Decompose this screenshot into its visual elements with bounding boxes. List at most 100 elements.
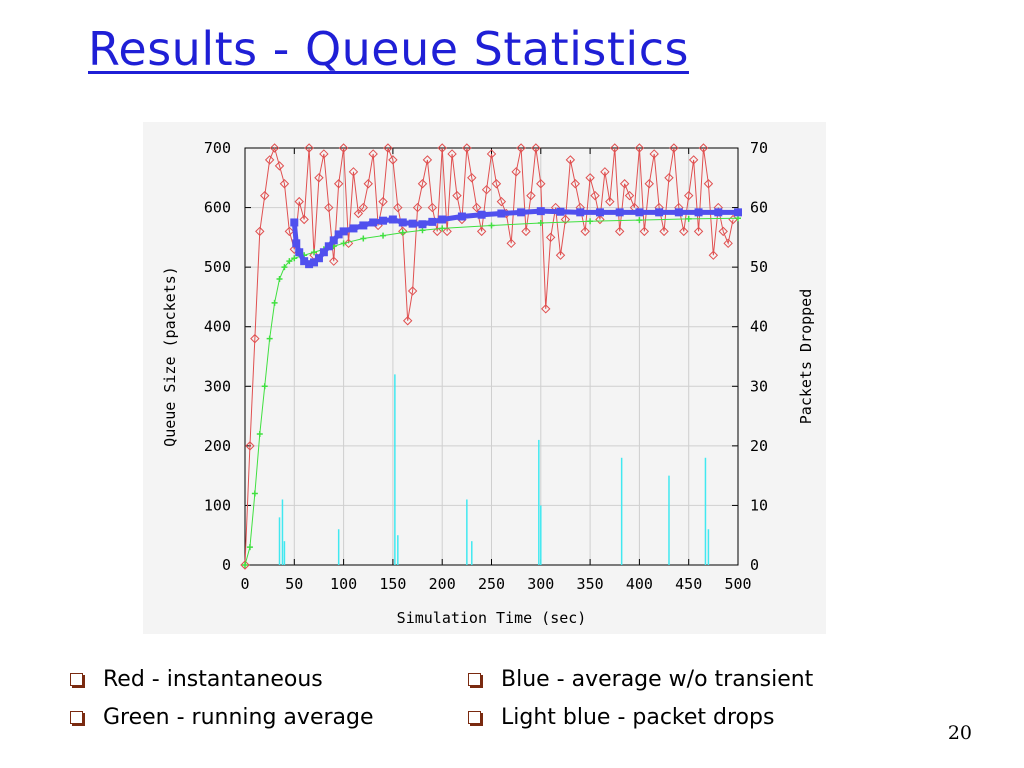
- average-no-transient-point: [477, 210, 486, 219]
- instantaneous-point: [723, 238, 733, 249]
- instantaneous-point: [452, 190, 462, 201]
- bullet-text: Red - instantaneous: [103, 666, 323, 692]
- instantaneous-point: [284, 226, 295, 237]
- instantaneous-point: [570, 179, 581, 189]
- instantaneous-point: [338, 143, 349, 153]
- x-tick-label: 400: [626, 575, 653, 593]
- x-tick-label: 450: [675, 575, 702, 593]
- x-tick-label: 200: [429, 575, 456, 593]
- instantaneous-point: [516, 143, 526, 153]
- instantaneous-point: [545, 232, 556, 243]
- average-no-transient-point: [615, 208, 624, 217]
- instantaneous-point: [407, 286, 418, 296]
- running-average-point: [685, 215, 692, 222]
- instantaneous-point: [664, 173, 674, 183]
- bullet-text: Blue - average w/o transient: [501, 666, 814, 692]
- average-no-transient-point: [517, 208, 526, 217]
- bullet-text: Light blue - packet drops: [501, 704, 775, 730]
- instantaneous-point: [255, 226, 265, 237]
- running-average-point: [587, 218, 594, 225]
- instantaneous-point: [491, 179, 502, 189]
- y2-tick-label: 20: [750, 437, 768, 455]
- running-average-point: [439, 225, 446, 232]
- instantaneous-point: [531, 143, 541, 153]
- instantaneous-point: [595, 214, 605, 225]
- instantaneous-point: [294, 196, 304, 207]
- instantaneous-point: [659, 226, 669, 237]
- instantaneous-point: [245, 441, 255, 451]
- running-average-point: [340, 240, 347, 247]
- bullet-item: Light blue - packet drops: [468, 698, 813, 736]
- instantaneous-point: [250, 333, 260, 344]
- average-no-transient-point: [310, 258, 319, 267]
- instantaneous-point: [698, 143, 709, 153]
- y-tick-label: 400: [204, 318, 231, 336]
- instantaneous-point: [442, 226, 452, 237]
- legend-bullets-right: Blue - average w/o transient Light blue …: [468, 660, 813, 736]
- instantaneous-point: [427, 202, 438, 213]
- instantaneous-point: [610, 143, 620, 153]
- instantaneous-point: [506, 238, 516, 249]
- instantaneous-point: [560, 214, 571, 225]
- y-tick-label: 100: [204, 496, 231, 514]
- running-average-point: [636, 217, 643, 224]
- instantaneous-point: [703, 179, 714, 189]
- instantaneous-point: [511, 167, 521, 177]
- y2-tick-label: 10: [750, 496, 768, 514]
- instantaneous-point: [274, 161, 285, 171]
- instantaneous-point: [333, 179, 344, 189]
- y2-tick-label: 40: [750, 318, 768, 336]
- running-average-point: [286, 258, 293, 265]
- x-tick-label: 300: [527, 575, 554, 593]
- bullet-item: Blue - average w/o transient: [468, 660, 813, 698]
- instantaneous-point: [264, 155, 275, 165]
- average-no-transient-point: [714, 208, 723, 217]
- instantaneous-point: [378, 196, 388, 207]
- running-average-point: [291, 255, 298, 262]
- running-average-point: [271, 299, 278, 306]
- instantaneous-point: [718, 226, 728, 237]
- running-average-point: [360, 235, 367, 242]
- running-average-point: [256, 430, 263, 437]
- y2-axis-label: Packets Dropped: [797, 289, 815, 424]
- instantaneous-point: [388, 155, 398, 165]
- y-tick-label: 600: [204, 199, 231, 217]
- average-no-transient-point: [349, 224, 358, 233]
- instantaneous-point: [679, 226, 689, 237]
- instantaneous-point: [614, 226, 625, 237]
- instantaneous-point: [585, 173, 595, 183]
- average-no-transient-point: [290, 218, 299, 227]
- running-average-point: [242, 562, 248, 568]
- instantaneous-point: [432, 226, 442, 237]
- y-tick-label: 300: [204, 377, 231, 395]
- instantaneous-point: [555, 250, 566, 260]
- running-average-point: [311, 249, 318, 256]
- instantaneous-point: [422, 155, 433, 165]
- instantaneous-point: [600, 167, 610, 177]
- y2-tick-label: 0: [750, 556, 759, 574]
- running-average-point: [488, 222, 495, 229]
- y2-tick-label: 50: [750, 258, 768, 276]
- y2-tick-label: 30: [750, 377, 768, 395]
- instantaneous-line: [244, 146, 734, 566]
- instantaneous-point: [240, 560, 250, 570]
- instantaneous-point: [472, 202, 482, 213]
- average-no-transient-point: [635, 208, 644, 217]
- average-no-transient-point: [674, 208, 683, 217]
- y-tick-label: 700: [204, 139, 231, 157]
- x-tick-label: 50: [285, 575, 303, 593]
- instantaneous-point: [619, 179, 630, 189]
- instantaneous-point: [693, 226, 704, 237]
- instantaneous-point: [536, 179, 546, 189]
- instantaneous-point: [314, 173, 324, 183]
- y-tick-label: 0: [222, 556, 231, 574]
- y-tick-label: 500: [204, 258, 231, 276]
- running-average-point: [251, 490, 258, 497]
- average-no-transient-point: [339, 227, 348, 236]
- instantaneous-point: [447, 149, 457, 159]
- x-tick-label: 100: [330, 575, 357, 593]
- queue-statistics-chart: 0 50 100 150 200 250 300 350 400 450 500 0 100 200 300…: [143, 122, 826, 634]
- average-no-transient-point: [292, 239, 301, 248]
- average-no-transient-point: [655, 208, 664, 217]
- running-average-point: [261, 383, 268, 390]
